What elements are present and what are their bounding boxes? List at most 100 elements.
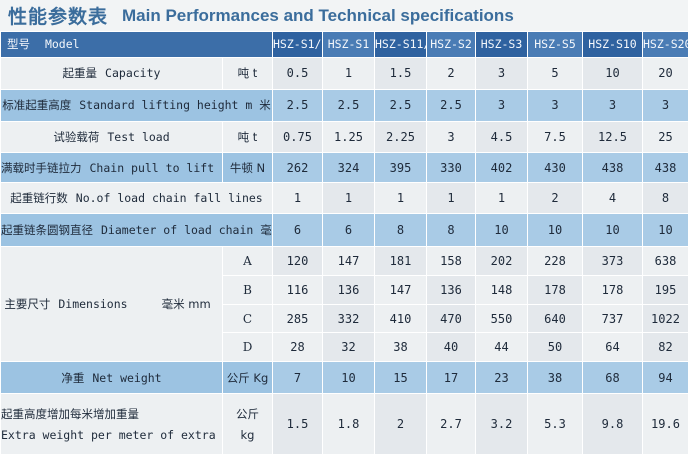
row-label: 满载时手链拉力 Chain pull to lift full load xyxy=(0,152,223,184)
header-label-cn: 型号 xyxy=(7,37,30,52)
value-cell: 178 xyxy=(527,274,583,305)
row-extra_weight: 起重高度增加每米增加重量 Extra weight per meter of ex… xyxy=(0,393,688,455)
value-cell: 332 xyxy=(322,303,375,334)
value-cell: 0.75 xyxy=(272,120,323,154)
value-cell: 1 xyxy=(374,182,427,215)
value-cell: 68 xyxy=(582,361,643,395)
value-cell: 410 xyxy=(374,303,427,334)
value-cell: 38 xyxy=(527,361,583,395)
value-cell: 3 xyxy=(642,88,688,122)
value-cell: 1.25 xyxy=(322,120,375,154)
label-en: Chain pull to lift full load xyxy=(89,160,222,175)
value-cell: 324 xyxy=(322,152,375,184)
value-cell: 136 xyxy=(426,274,476,305)
value-cell: 40 xyxy=(426,332,476,363)
value-cell: 1.8 xyxy=(322,393,375,455)
value-cell: 148 xyxy=(475,274,528,305)
label-en: Standard lifting height m 米 xyxy=(79,98,271,113)
value-cell: 438 xyxy=(582,152,643,184)
value-cell: 10 xyxy=(642,213,688,248)
value-cell: 1.5 xyxy=(374,56,427,90)
value-cell: 25 xyxy=(642,120,688,154)
dimension-letter-b: B xyxy=(222,274,273,305)
value-cell: 94 xyxy=(642,361,688,395)
value-cell: 120 xyxy=(272,246,323,276)
value-cell: 202 xyxy=(475,246,528,276)
value-cell: 23 xyxy=(475,361,528,395)
value-cell: 20 xyxy=(642,56,688,90)
dimensions-label: 主要尺寸 Dimensions 毫米 mm xyxy=(0,246,223,363)
value-cell: 3 xyxy=(426,120,476,154)
value-cell: 1 xyxy=(475,182,528,215)
value-cell: 9.8 xyxy=(582,393,643,455)
label-en: No.of load chain fall lines xyxy=(75,191,263,206)
header-label-en: Model xyxy=(44,37,80,52)
label-en: Extra weight per meter of extra lift xyxy=(1,428,222,443)
value-cell: 1 xyxy=(322,56,375,90)
value-cell: 147 xyxy=(322,246,375,276)
header-model-6: HSZ-S5 xyxy=(527,31,583,58)
value-cell: 2.5 xyxy=(374,88,427,122)
value-cell: 1.5 xyxy=(272,393,323,455)
value-cell: 2 xyxy=(527,182,583,215)
row-label: 起重量 Capacity xyxy=(0,56,223,90)
value-cell: 8 xyxy=(374,213,427,248)
value-cell: 0.5 xyxy=(272,56,323,90)
value-cell: 64 xyxy=(582,332,643,363)
value-cell: 640 xyxy=(527,303,583,334)
label-cn: 起重链行数 xyxy=(10,191,68,206)
value-cell: 402 xyxy=(475,152,528,184)
row-dimension-c: C 285 332 410 470 550 640 737 1022 xyxy=(1,303,688,334)
value-cell: 10 xyxy=(582,56,643,90)
title-chinese: 性能参数表 xyxy=(8,6,109,28)
label-cn: 标准起重高度 xyxy=(2,98,72,113)
row-label: 净重 Net weight xyxy=(0,361,223,395)
value-cell: 228 xyxy=(527,246,583,276)
value-cell: 330 xyxy=(426,152,476,184)
value-cell: 147 xyxy=(374,274,427,305)
value-cell: 373 xyxy=(582,246,643,276)
title-bar: 性能参数表 Main Performances and Technical sp… xyxy=(0,0,688,31)
value-cell: 638 xyxy=(642,246,688,276)
value-cell: 17 xyxy=(426,361,476,395)
label-cn: 主要尺寸 xyxy=(4,297,51,312)
value-cell: 44 xyxy=(475,332,528,363)
value-cell: 10 xyxy=(322,361,375,395)
value-cell: 1 xyxy=(322,182,375,215)
value-cell: 82 xyxy=(642,332,688,363)
value-cell: 395 xyxy=(374,152,427,184)
label-cn: 净重 xyxy=(61,370,85,385)
value-cell: 116 xyxy=(272,274,323,305)
dimension-letter-d: D xyxy=(222,332,273,363)
value-cell: 195 xyxy=(642,274,688,305)
row-lift_height: 标准起重高度 Standard lifting height m 米 2.5 2.5 2… xyxy=(0,88,688,122)
value-cell: 262 xyxy=(272,152,323,184)
header-model-5: HSZ-S3 xyxy=(475,31,528,58)
row-label: 起重链行数 No.of load chain fall lines xyxy=(0,182,273,215)
row-dimension-a: 主要尺寸 Dimensions 毫米 mm A 120 147 181 158 202 228 37… xyxy=(0,246,688,363)
value-cell: 4 xyxy=(582,182,643,215)
value-cell: 7.5 xyxy=(527,120,583,154)
value-cell: 6 xyxy=(272,213,323,248)
value-cell: 1 xyxy=(272,182,323,215)
value-cell: 15 xyxy=(374,361,427,395)
row-capacity: 起重量 Capacity 吨 t 0.5 1 1.5 2 3 5 10 20 xyxy=(0,56,688,90)
label-unit: 毫米 mm xyxy=(161,297,211,312)
value-cell: 285 xyxy=(272,303,323,334)
value-cell: 12.5 xyxy=(582,120,643,154)
value-cell: 3.2 xyxy=(475,393,528,455)
unit-cn: 公斤 xyxy=(236,407,259,422)
label-cn: 起重量 xyxy=(62,66,98,81)
header-model-2: HSZ-S1 xyxy=(322,31,375,58)
value-cell: 1022 xyxy=(642,303,688,334)
row-unit: 公斤 kg xyxy=(222,393,273,455)
label-en: Capacity xyxy=(105,66,161,81)
label-cn: 起重高度增加每米增加重量 xyxy=(1,407,140,422)
row-dimension-d: D 28 32 38 40 44 50 64 82 xyxy=(1,332,688,363)
header-model-1: HSZ-S1/2 xyxy=(272,31,323,58)
spec-table: 型号 Model HSZ-S1/2HSZ-S1HSZ-S11/2HSZ-S2HS… xyxy=(0,31,688,455)
header-row: 型号 Model HSZ-S1/2HSZ-S1HSZ-S11/2HSZ-S2HS… xyxy=(0,31,688,58)
row-chain_falls: 起重链行数 No.of load chain fall lines 1 1 1 1 1 2 4 8 xyxy=(0,182,688,215)
